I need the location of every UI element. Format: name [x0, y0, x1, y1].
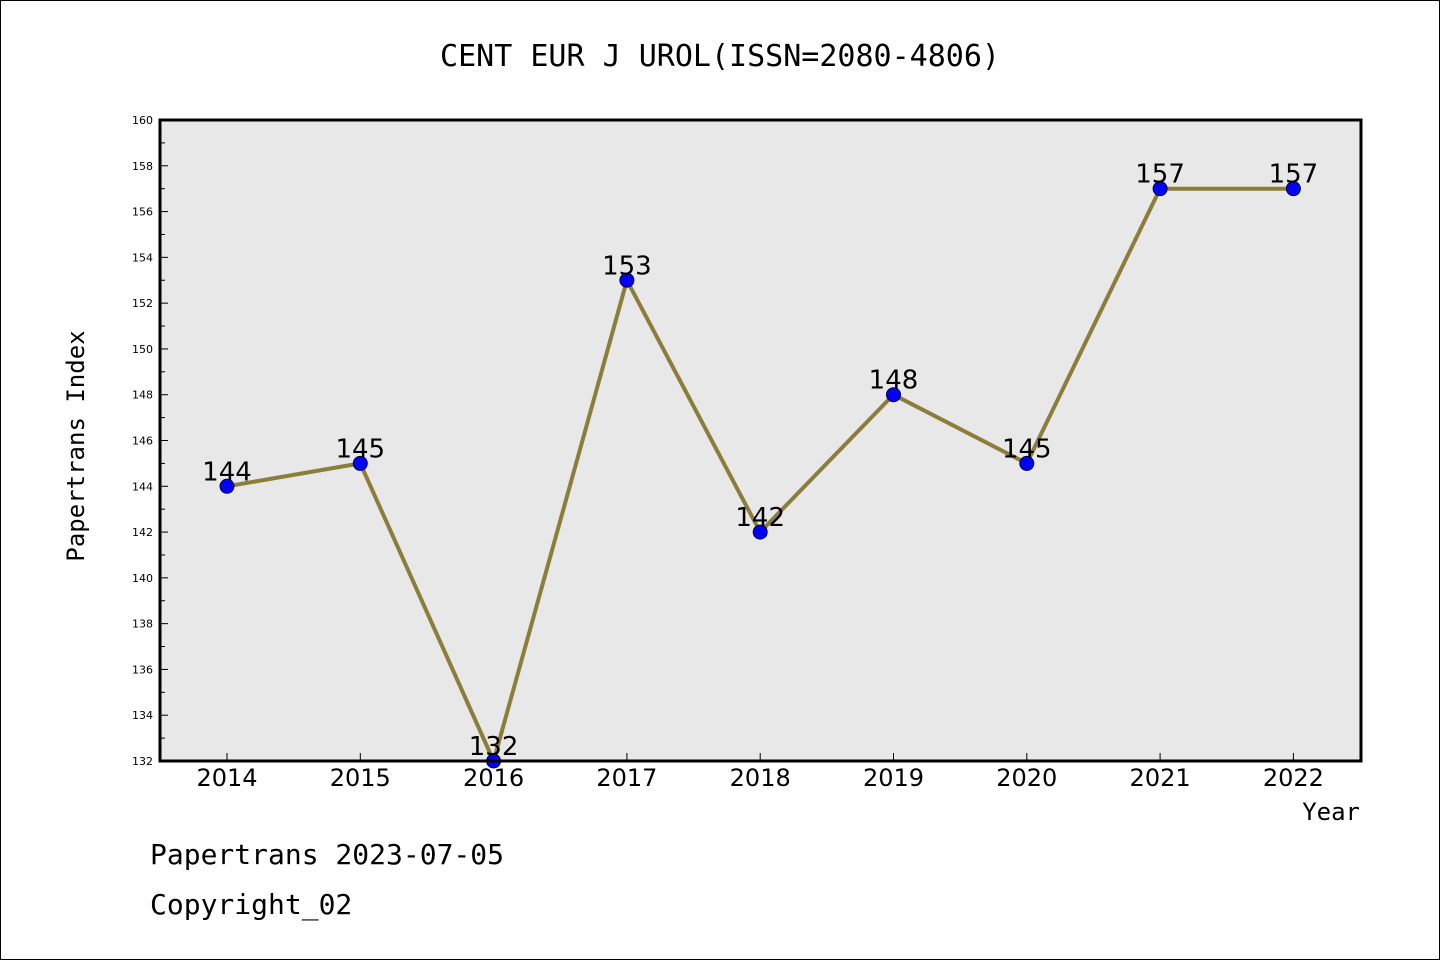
- y-tick-label: 140: [132, 572, 153, 585]
- data-label: 142: [735, 503, 785, 533]
- x-tick-label: 2014: [196, 764, 257, 792]
- data-point-marker: [1285, 181, 1301, 197]
- y-tick-label: 150: [132, 343, 153, 356]
- x-tick-label: 2017: [596, 764, 657, 792]
- x-tick-label: 2020: [996, 764, 1057, 792]
- y-tick-label: 142: [132, 526, 153, 539]
- x-tick-label: 2022: [1263, 764, 1324, 792]
- y-tick-label: 152: [132, 297, 153, 310]
- x-tick-label: 2021: [1130, 764, 1191, 792]
- y-tick-label: 144: [132, 480, 153, 493]
- x-tick-label: 2019: [863, 764, 924, 792]
- footer-copyright: Copyright_02: [150, 888, 352, 922]
- data-point-marker: [886, 387, 901, 403]
- y-tick-label: 160: [132, 114, 153, 127]
- x-tick-label: 2016: [463, 764, 524, 792]
- data-label: 157: [1269, 160, 1319, 190]
- x-axis-ticks: 2014 2015 2016 2017 2018 2019 2020 2021 2022: [196, 753, 1324, 792]
- y-tick-label: 156: [132, 206, 153, 219]
- y-tick-label: 146: [132, 435, 153, 448]
- data-label: 144: [202, 457, 252, 487]
- plot-area: [160, 120, 1361, 761]
- data-point-marker: [352, 455, 368, 471]
- data-label: 148: [869, 366, 919, 396]
- y-axis-title: Papertrans Index: [62, 330, 90, 561]
- y-tick-label: 158: [132, 160, 153, 173]
- footer-date: Papertrans 2023-07-05: [150, 838, 504, 871]
- y-axis-ticks: 132 134 136 138 140 142 144 146 148 150 152 154 156 1…: [132, 114, 168, 768]
- data-point-marker: [1019, 455, 1035, 471]
- y-tick-label: 136: [132, 663, 153, 676]
- y-tick-label: 154: [132, 251, 153, 264]
- y-tick-label: 132: [132, 755, 153, 768]
- data-labels: 144 145 132 153 142 148 145 157 157: [202, 160, 1318, 762]
- data-label: 153: [602, 251, 652, 281]
- data-point-marker: [1152, 181, 1168, 197]
- data-label: 132: [469, 732, 519, 762]
- data-label: 157: [1135, 160, 1185, 190]
- x-axis-title: Year: [1302, 798, 1360, 826]
- x-tick-label: 2018: [730, 764, 791, 792]
- x-tick-label: 2015: [330, 764, 391, 792]
- y-tick-label: 148: [132, 389, 153, 402]
- data-point-marker: [219, 478, 235, 494]
- data-point-marker: [619, 272, 635, 288]
- chart-title: CENT EUR J UROL(ISSN=2080-4806): [440, 39, 1000, 74]
- plot-border: [158, 118, 1363, 763]
- y-tick-label: 138: [132, 618, 153, 631]
- y-tick-label: 134: [132, 709, 153, 722]
- data-label: 145: [335, 434, 385, 464]
- data-label: 145: [1002, 434, 1052, 464]
- data-point-marker: [752, 524, 768, 540]
